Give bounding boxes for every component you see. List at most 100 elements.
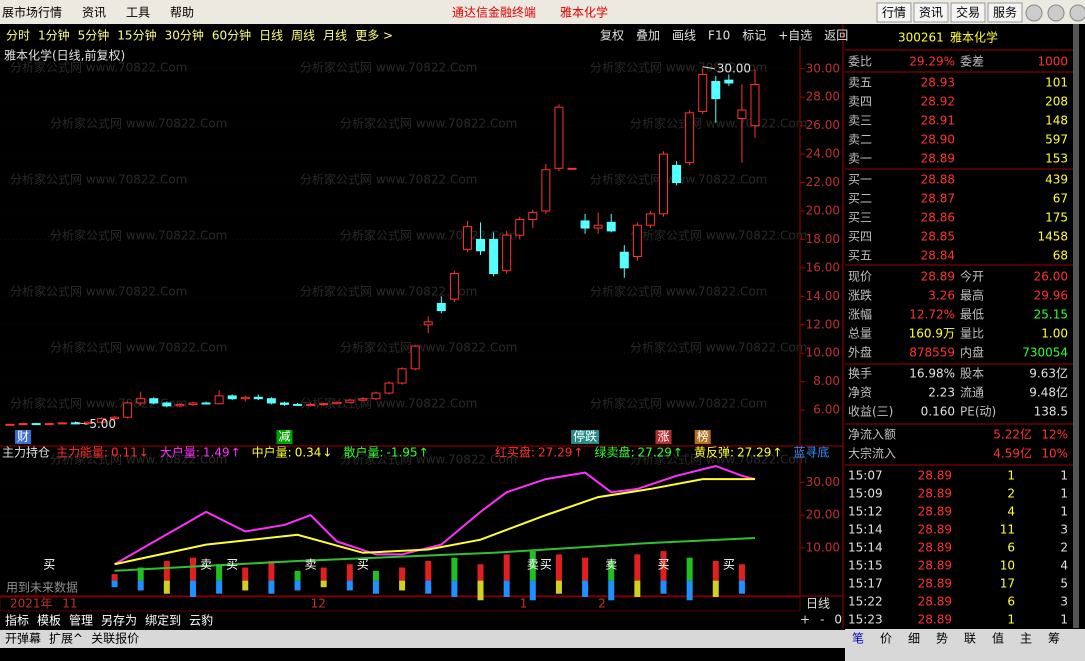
bottom-tab[interactable]: 模板 bbox=[37, 614, 61, 628]
window-button[interactable] bbox=[1025, 4, 1043, 22]
event-marker[interactable]: 停跌 bbox=[573, 429, 597, 444]
quote-label: 最低 bbox=[960, 308, 984, 322]
candle-body bbox=[737, 109, 747, 120]
y-tick-label: 20.00 bbox=[806, 508, 840, 522]
zoom-button[interactable]: + bbox=[800, 613, 810, 627]
menu-item[interactable]: 展市场行情 bbox=[2, 5, 62, 20]
bottom-tab[interactable]: 管理 bbox=[69, 613, 93, 628]
menu-item[interactable]: 工具 bbox=[126, 6, 150, 20]
quote-label: 委差 bbox=[960, 55, 984, 69]
bar-up bbox=[503, 554, 510, 581]
annotation-pointer bbox=[75, 421, 88, 425]
tool-button[interactable]: +自选 bbox=[778, 29, 812, 43]
tool-button[interactable]: 标记 bbox=[742, 29, 766, 43]
bar-up bbox=[660, 551, 667, 581]
period-button[interactable]: 周线 bbox=[291, 29, 315, 43]
menu-item[interactable]: 帮助 bbox=[170, 6, 194, 20]
top-button[interactable]: 资讯 bbox=[919, 6, 943, 20]
indicator-trend: ↑ bbox=[419, 446, 429, 460]
window-button[interactable] bbox=[1047, 4, 1065, 22]
period-button[interactable]: 15分钟 bbox=[117, 28, 156, 43]
indicator-name: 大户量: bbox=[160, 445, 200, 460]
tick-cell: 17 bbox=[1000, 577, 1015, 591]
signal-label: 卖 bbox=[200, 558, 212, 572]
quote-value: 138.5 bbox=[1034, 405, 1068, 419]
period-button[interactable]: 30分钟 bbox=[165, 28, 204, 43]
period-button[interactable]: 日线 bbox=[259, 29, 283, 43]
quote-tab[interactable]: 联 bbox=[964, 632, 976, 646]
tick-cell: 28.89 bbox=[918, 613, 952, 627]
y-tick-label: 16.00 bbox=[806, 260, 840, 274]
book-price: 28.89 bbox=[921, 152, 955, 166]
period-button[interactable]: 5分钟 bbox=[78, 28, 110, 43]
candle-body bbox=[227, 395, 237, 400]
window-button[interactable] bbox=[1069, 4, 1085, 22]
quote-label: 流通 bbox=[960, 386, 984, 400]
watermark: 分析家公式网 www.70822.Com bbox=[50, 452, 227, 467]
bottom-bar-item[interactable]: 关联报价 bbox=[91, 631, 139, 646]
signal-label: 卖 bbox=[305, 558, 317, 572]
y-tick-label: 22.00 bbox=[806, 175, 840, 189]
tool-button[interactable]: 叠加 bbox=[636, 29, 660, 43]
period-button[interactable]: 60分钟 bbox=[212, 28, 251, 43]
quote-tab[interactable]: 势 bbox=[936, 632, 948, 646]
quote-tab[interactable]: 笔 bbox=[852, 631, 864, 646]
tick-cell: 15:07 bbox=[848, 469, 883, 483]
menu-item[interactable]: 资讯 bbox=[82, 6, 106, 20]
period-button[interactable]: 更多 > bbox=[355, 29, 393, 43]
book-price: 28.85 bbox=[921, 230, 955, 244]
event-marker[interactable]: 涨 bbox=[657, 429, 669, 444]
quote-tab[interactable]: 筹 bbox=[1048, 632, 1060, 646]
bar-up bbox=[294, 570, 301, 581]
bottom-tab[interactable]: 指标 bbox=[5, 613, 29, 628]
candle-body bbox=[384, 382, 394, 394]
quote-tab[interactable]: 细 bbox=[908, 632, 920, 646]
event-marker[interactable]: 减 bbox=[278, 430, 290, 444]
bottom-bar-item[interactable]: 扩展^ bbox=[49, 632, 83, 646]
period-button[interactable]: 1分钟 bbox=[38, 28, 70, 43]
period-button[interactable]: 月线 bbox=[323, 29, 347, 43]
quote-value: 12.72% bbox=[909, 308, 955, 322]
indicator-value: -1.95 bbox=[387, 446, 418, 460]
bottom-bar-item[interactable]: 开弹幕 bbox=[5, 632, 41, 646]
bar-down bbox=[582, 580, 589, 597]
bar-up bbox=[111, 574, 118, 581]
book-label: 买一 bbox=[848, 173, 872, 187]
signal-label: 买 bbox=[226, 558, 238, 572]
x-tick-label: 1 bbox=[520, 597, 528, 611]
bottom-tab[interactable]: 另存为 bbox=[101, 614, 137, 628]
bar-down bbox=[529, 580, 536, 601]
book-price: 28.93 bbox=[921, 76, 955, 90]
bottom-tab[interactable]: 绑定到 bbox=[145, 613, 181, 628]
zoom-button[interactable]: 0 bbox=[834, 613, 842, 627]
indicator-note: 用到未来数据 bbox=[6, 580, 78, 595]
bar-up bbox=[372, 570, 379, 581]
quote-tab[interactable]: 值 bbox=[992, 631, 1004, 646]
tick-cell: 1 bbox=[1007, 469, 1015, 483]
signal-label: 买 bbox=[357, 558, 369, 572]
event-marker[interactable]: 榜 bbox=[697, 429, 709, 444]
bar-up bbox=[346, 564, 353, 581]
quote-tab[interactable]: 价 bbox=[880, 632, 892, 646]
watermark: 分析家公式网 www.70822.Com bbox=[340, 228, 517, 243]
period-button[interactable]: 分时 bbox=[6, 29, 30, 43]
candle-body bbox=[462, 226, 472, 250]
quote-tab[interactable]: 主 bbox=[1020, 632, 1032, 646]
event-marker[interactable]: 财 bbox=[17, 430, 29, 444]
tool-button[interactable]: 画线 bbox=[672, 29, 696, 43]
bottom-tab[interactable]: 云豹 bbox=[189, 613, 213, 628]
zoom-button[interactable]: - bbox=[820, 613, 824, 627]
book-volume: 148 bbox=[1045, 114, 1068, 128]
tool-button[interactable]: 返回 bbox=[824, 29, 848, 43]
tool-button[interactable]: 复权 bbox=[600, 29, 624, 43]
book-label: 买四 bbox=[848, 230, 872, 244]
watermark: 分析家公式网 www.70822.Com bbox=[630, 228, 807, 243]
top-button[interactable]: 服务 bbox=[993, 5, 1017, 20]
top-button-bg bbox=[987, 2, 1023, 23]
top-button[interactable]: 行情 bbox=[882, 6, 906, 20]
tool-button[interactable]: F10 bbox=[708, 29, 730, 43]
watermark: 分析家公式网 www.70822.Com bbox=[300, 396, 477, 411]
book-label: 买二 bbox=[848, 192, 872, 206]
y-tick-label: 18.00 bbox=[806, 232, 840, 246]
top-button[interactable]: 交易 bbox=[956, 5, 980, 20]
